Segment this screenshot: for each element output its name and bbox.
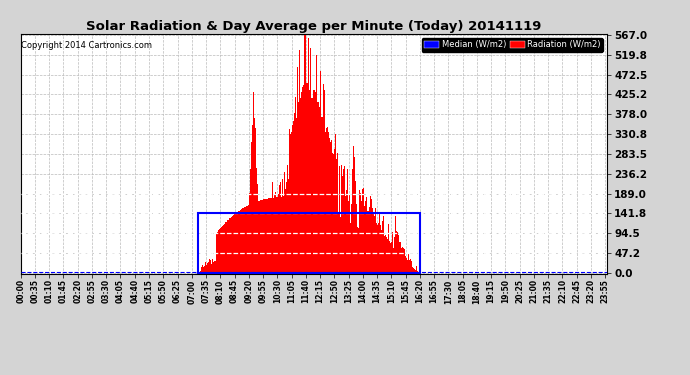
Bar (198, 213, 420, 273)
Legend: Median (W/m2), Radiation (W/m2): Median (W/m2), Radiation (W/m2) (422, 38, 603, 52)
Text: Copyright 2014 Cartronics.com: Copyright 2014 Cartronics.com (21, 41, 152, 50)
Title: Solar Radiation & Day Average per Minute (Today) 20141119: Solar Radiation & Day Average per Minute… (86, 20, 542, 33)
